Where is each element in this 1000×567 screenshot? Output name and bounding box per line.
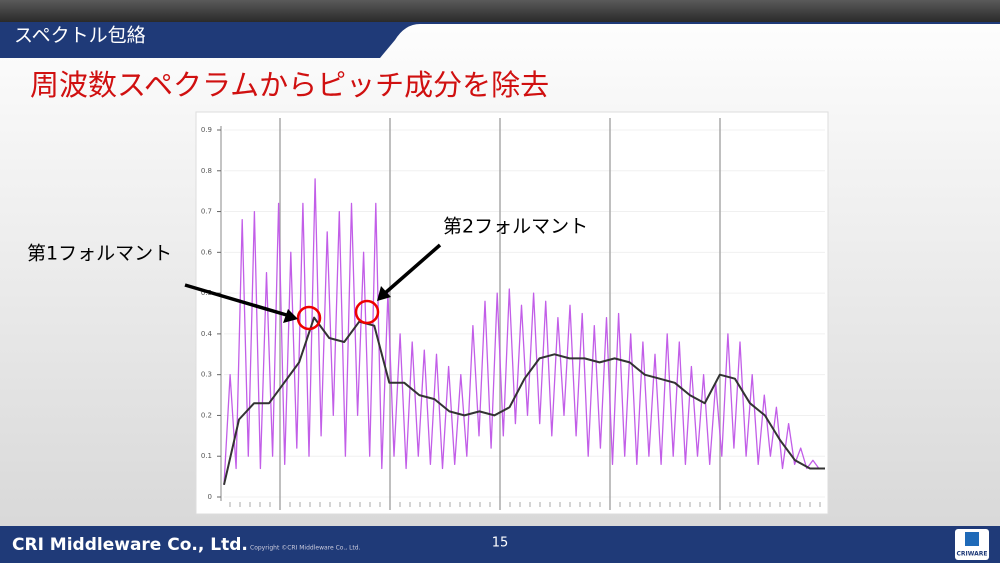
section-tab: [0, 22, 1000, 58]
y-tick-label: 0.2: [201, 411, 212, 419]
series-line: [223, 316, 825, 486]
footer-bar: [0, 526, 1000, 563]
y-tick-label: 0.3: [201, 371, 212, 379]
marks: [223, 178, 825, 486]
arrowhead: [377, 286, 391, 301]
highlight-circle: [354, 299, 380, 325]
slide-title: 周波数スペクラムからピッチ成分を除去: [30, 68, 549, 102]
plot: 00.10.20.30.40.50.60.70.80.9: [201, 126, 825, 507]
y-tick-label: 0.6: [201, 248, 213, 256]
y-tick-label: 0.8: [201, 167, 212, 175]
y-tick-label: 0.1: [201, 452, 212, 460]
y-tick-label: 0.7: [201, 208, 212, 216]
logo-icon: [965, 532, 979, 546]
series-line: [223, 178, 825, 485]
y-tick-label: 0: [208, 493, 212, 501]
y-tick-label: 0.9: [201, 126, 212, 134]
annotation: 第1フォルマント: [27, 243, 172, 265]
arrow: [184, 283, 291, 318]
y-tick-label: 0.4: [201, 330, 213, 338]
copyright: Copyright ©CRI Middleware Co., Ltd.: [250, 545, 361, 552]
logo-text: CRIWARE: [957, 551, 988, 558]
arrow: [382, 243, 442, 296]
company: CRI Middleware Co., Ltd.: [12, 535, 248, 555]
header-bar: [0, 0, 1000, 22]
page-number: 15: [492, 536, 509, 551]
section-title: スペクトル包絡: [14, 25, 146, 47]
annotation: 第2フォルマント: [443, 216, 588, 238]
highlight-circle: [296, 305, 322, 331]
arrowhead: [283, 309, 298, 323]
